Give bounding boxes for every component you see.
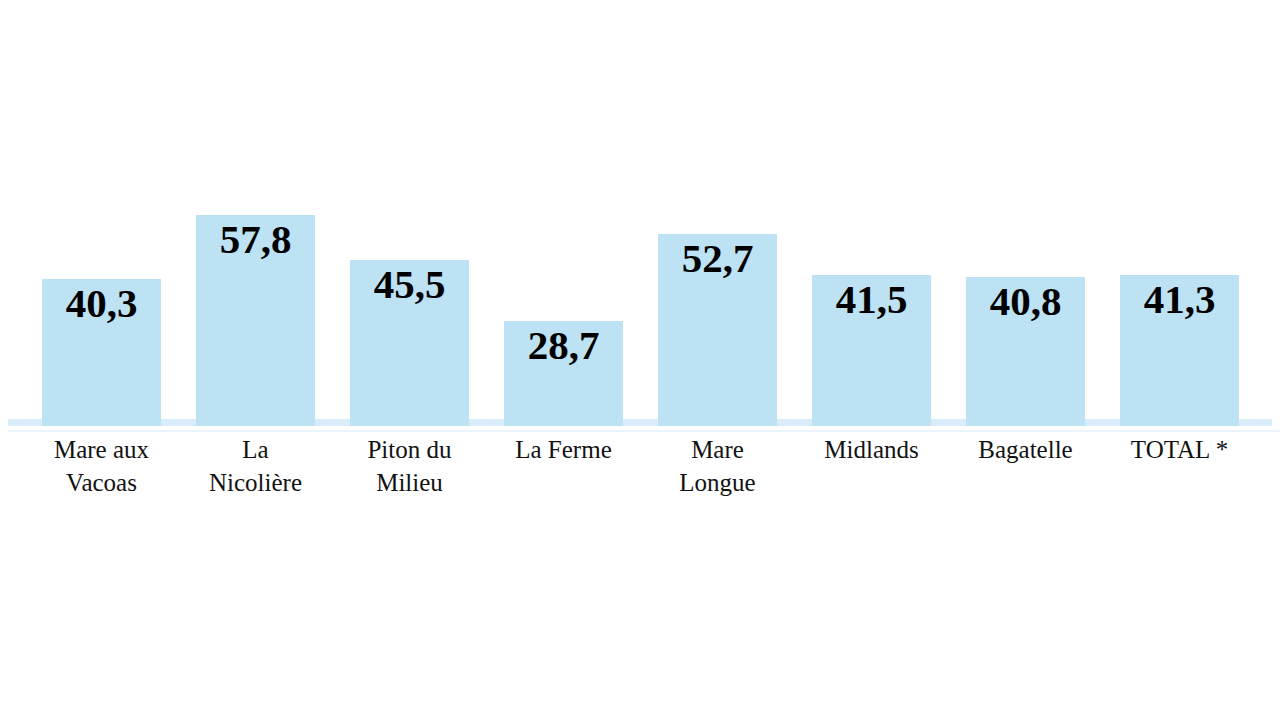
x-axis-underline — [8, 430, 1280, 432]
category-label: La Nicolière — [176, 433, 335, 499]
bar-column: 41,3TOTAL * — [1120, 215, 1239, 426]
bar-value-label: 45,5 — [350, 260, 469, 306]
category-label: Piton du Milieu — [330, 433, 489, 499]
bar: 57,8 — [196, 215, 315, 426]
bar-value-label: 57,8 — [196, 215, 315, 261]
category-label: La Ferme — [484, 433, 643, 466]
bar-column: 40,8Bagatelle — [966, 215, 1085, 426]
bar-column: 57,8La Nicolière — [196, 215, 315, 426]
bar: 41,5 — [812, 275, 931, 426]
bar-column: 28,7La Ferme — [504, 215, 623, 426]
bar-value-label: 40,3 — [42, 279, 161, 325]
bar-value-label: 41,3 — [1120, 275, 1239, 321]
bar-value-label: 40,8 — [966, 277, 1085, 323]
bar: 52,7 — [658, 234, 777, 426]
bar-column: 40,3Mare aux Vacoas — [42, 215, 161, 426]
category-label: Bagatelle — [946, 433, 1105, 466]
bar: 45,5 — [350, 260, 469, 426]
bar-chart: 40,3Mare aux Vacoas57,8La Nicolière45,5P… — [0, 0, 1280, 720]
bar: 28,7 — [504, 321, 623, 426]
bar-column: 45,5Piton du Milieu — [350, 215, 469, 426]
category-label: Midlands — [792, 433, 951, 466]
bar-column: 52,7Mare Longue — [658, 215, 777, 426]
category-label: TOTAL * — [1100, 433, 1259, 466]
bar-value-label: 41,5 — [812, 275, 931, 321]
category-label: Mare Longue — [638, 433, 797, 499]
bar: 41,3 — [1120, 275, 1239, 426]
bar-value-label: 52,7 — [658, 234, 777, 280]
plot-area: 40,3Mare aux Vacoas 57,8La Nicolière 45,5P… — [42, 215, 1239, 426]
bar: 40,3 — [42, 279, 161, 426]
bar-column: 41,5Midlands — [812, 215, 931, 426]
bar-value-label: 28,7 — [504, 321, 623, 367]
category-label: Mare aux Vacoas — [22, 433, 181, 499]
bar: 40,8 — [966, 277, 1085, 426]
